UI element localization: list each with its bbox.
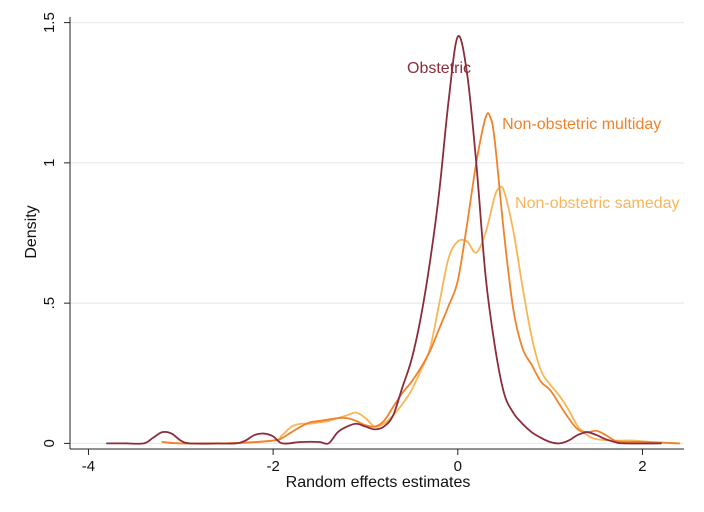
x-tick-label: 0 xyxy=(454,458,462,475)
y-tick-label: .5 xyxy=(41,297,58,310)
y-tick-label: 0 xyxy=(41,439,58,447)
y-axis-title: Density xyxy=(23,205,40,258)
series-labels: Obstetric Non-obstetric multiday Non-obste… xyxy=(407,60,680,212)
series-label-2: Non-obstetric sameday xyxy=(515,195,680,212)
y-tick-label: 1 xyxy=(41,159,58,167)
series-lines xyxy=(106,35,681,445)
series-label-1: Non-obstetric multiday xyxy=(502,116,661,133)
x-tick-label: -2 xyxy=(266,458,279,475)
y-tick-label: 1.5 xyxy=(41,12,58,33)
x-axis-title: Random effects estimates xyxy=(286,474,471,491)
x-tick-label: -4 xyxy=(82,458,95,475)
axes: 0 .5 1 1.5 -4 -2 0 2 xyxy=(41,12,684,475)
series-line-0 xyxy=(106,35,662,445)
series-line-2 xyxy=(161,185,681,445)
x-tick-label: 2 xyxy=(638,458,646,475)
series-line-1 xyxy=(161,112,681,445)
series-label-0: Obstetric xyxy=(407,60,471,77)
